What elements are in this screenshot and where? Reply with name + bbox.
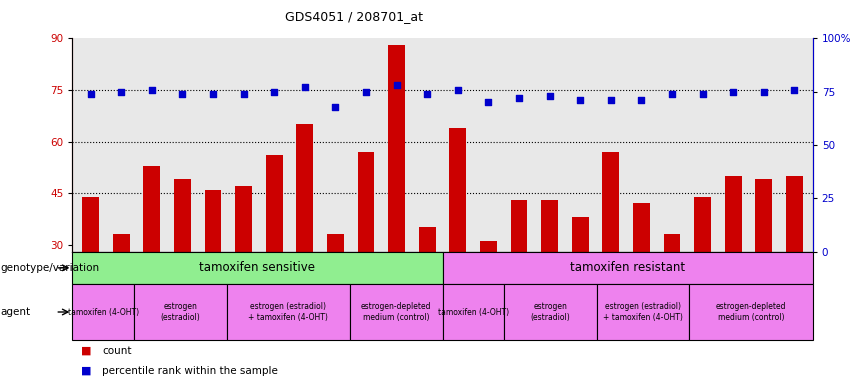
Text: estrogen (estradiol)
+ tamoxifen (4-OHT): estrogen (estradiol) + tamoxifen (4-OHT) — [603, 302, 683, 322]
Bar — [357, 152, 374, 252]
Bar — [449, 128, 466, 252]
Bar — [388, 45, 405, 252]
Text: estrogen
(estradiol): estrogen (estradiol) — [531, 302, 570, 322]
Text: agent: agent — [0, 307, 30, 317]
Point — [451, 86, 465, 93]
Bar — [511, 200, 528, 252]
Text: estrogen (estradiol)
+ tamoxifen (4-OHT): estrogen (estradiol) + tamoxifen (4-OHT) — [248, 302, 328, 322]
Point — [84, 91, 98, 97]
Point — [359, 89, 373, 95]
Bar — [725, 176, 741, 252]
Text: ■: ■ — [81, 346, 91, 356]
Point — [512, 95, 526, 101]
Bar — [266, 155, 283, 252]
Bar — [144, 166, 160, 252]
Bar — [689, 284, 813, 340]
Bar — [134, 284, 226, 340]
Point — [298, 84, 311, 91]
Point — [328, 104, 342, 110]
Point — [145, 86, 158, 93]
Bar — [72, 284, 134, 340]
Text: estrogen-depleted
medium (control): estrogen-depleted medium (control) — [716, 302, 786, 322]
Text: tamoxifen (4-OHT): tamoxifen (4-OHT) — [67, 308, 139, 316]
Bar — [83, 197, 99, 252]
Point — [543, 93, 557, 99]
Text: GDS4051 / 208701_at: GDS4051 / 208701_at — [285, 10, 423, 23]
Bar — [443, 252, 813, 284]
Bar — [603, 152, 620, 252]
Bar — [541, 200, 558, 252]
Point — [420, 91, 434, 97]
Text: tamoxifen resistant: tamoxifen resistant — [570, 262, 685, 274]
Point — [604, 97, 618, 103]
Text: count: count — [102, 346, 132, 356]
Point — [696, 91, 710, 97]
Point — [727, 89, 740, 95]
Bar — [597, 284, 689, 340]
Point — [237, 91, 250, 97]
Bar — [350, 284, 443, 340]
Bar — [504, 284, 597, 340]
Point — [206, 91, 220, 97]
Text: tamoxifen (4-OHT): tamoxifen (4-OHT) — [437, 308, 509, 316]
Bar — [235, 186, 252, 252]
Point — [175, 91, 189, 97]
Text: ■: ■ — [81, 366, 91, 376]
Bar — [204, 190, 221, 252]
Text: genotype/variation: genotype/variation — [0, 263, 99, 273]
Point — [757, 89, 770, 95]
Bar — [480, 241, 497, 252]
Point — [574, 97, 587, 103]
Point — [115, 89, 129, 95]
Bar — [786, 176, 802, 252]
Text: tamoxifen sensitive: tamoxifen sensitive — [199, 262, 316, 274]
Bar — [327, 234, 344, 252]
Bar — [419, 227, 436, 252]
Point — [665, 91, 679, 97]
Text: percentile rank within the sample: percentile rank within the sample — [102, 366, 278, 376]
Point — [635, 97, 648, 103]
Bar — [174, 179, 191, 252]
Point — [787, 86, 801, 93]
Point — [390, 82, 403, 88]
Bar — [633, 204, 650, 252]
Bar — [756, 179, 772, 252]
Point — [267, 89, 281, 95]
Text: estrogen-depleted
medium (control): estrogen-depleted medium (control) — [361, 302, 431, 322]
Bar — [226, 284, 350, 340]
Bar — [694, 197, 711, 252]
Point — [482, 99, 495, 106]
Bar — [113, 234, 129, 252]
Bar — [296, 124, 313, 252]
Bar — [572, 217, 589, 252]
Bar — [664, 234, 681, 252]
Bar — [72, 252, 443, 284]
Text: estrogen
(estradiol): estrogen (estradiol) — [161, 302, 200, 322]
Bar — [443, 284, 504, 340]
